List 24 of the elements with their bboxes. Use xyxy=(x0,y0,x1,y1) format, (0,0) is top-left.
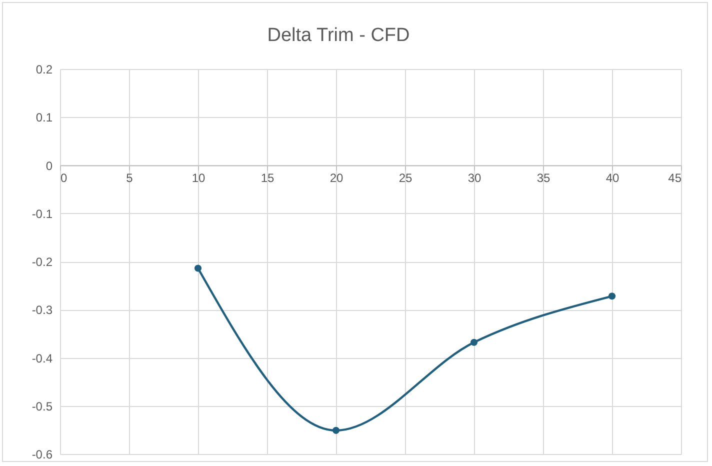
y-tick-label: -0.5 xyxy=(32,399,53,414)
point xyxy=(194,264,202,272)
y-tick-label: 0.1 xyxy=(36,110,53,125)
x-tick-label: 25 xyxy=(398,170,412,185)
y-tick-label: -0.3 xyxy=(32,303,53,318)
y-tick-label: 0 xyxy=(46,158,53,173)
x-tick-label: 30 xyxy=(468,170,482,185)
x-tick-label: 45 xyxy=(668,170,682,185)
x-tick-label: 0 xyxy=(60,170,68,185)
x-tick-label: 15 xyxy=(260,170,274,185)
point xyxy=(470,338,478,346)
x-tick-label: 5 xyxy=(126,170,134,185)
x-tick-label: 20 xyxy=(330,170,344,185)
y-tick-label: 0.2 xyxy=(36,62,53,76)
chart-title: Delta Trim - CFD xyxy=(267,25,410,46)
point xyxy=(608,292,616,300)
point xyxy=(332,426,340,434)
y-tick-label: -0.1 xyxy=(32,206,53,221)
y-tick-label: -0.4 xyxy=(32,351,53,366)
y-tick-label: -0.2 xyxy=(32,255,53,269)
x-tick-label: 40 xyxy=(606,170,620,185)
y-tick-label: -0.6 xyxy=(32,448,53,462)
x-tick-label: 10 xyxy=(192,170,206,185)
x-tick-label: 35 xyxy=(536,170,550,185)
